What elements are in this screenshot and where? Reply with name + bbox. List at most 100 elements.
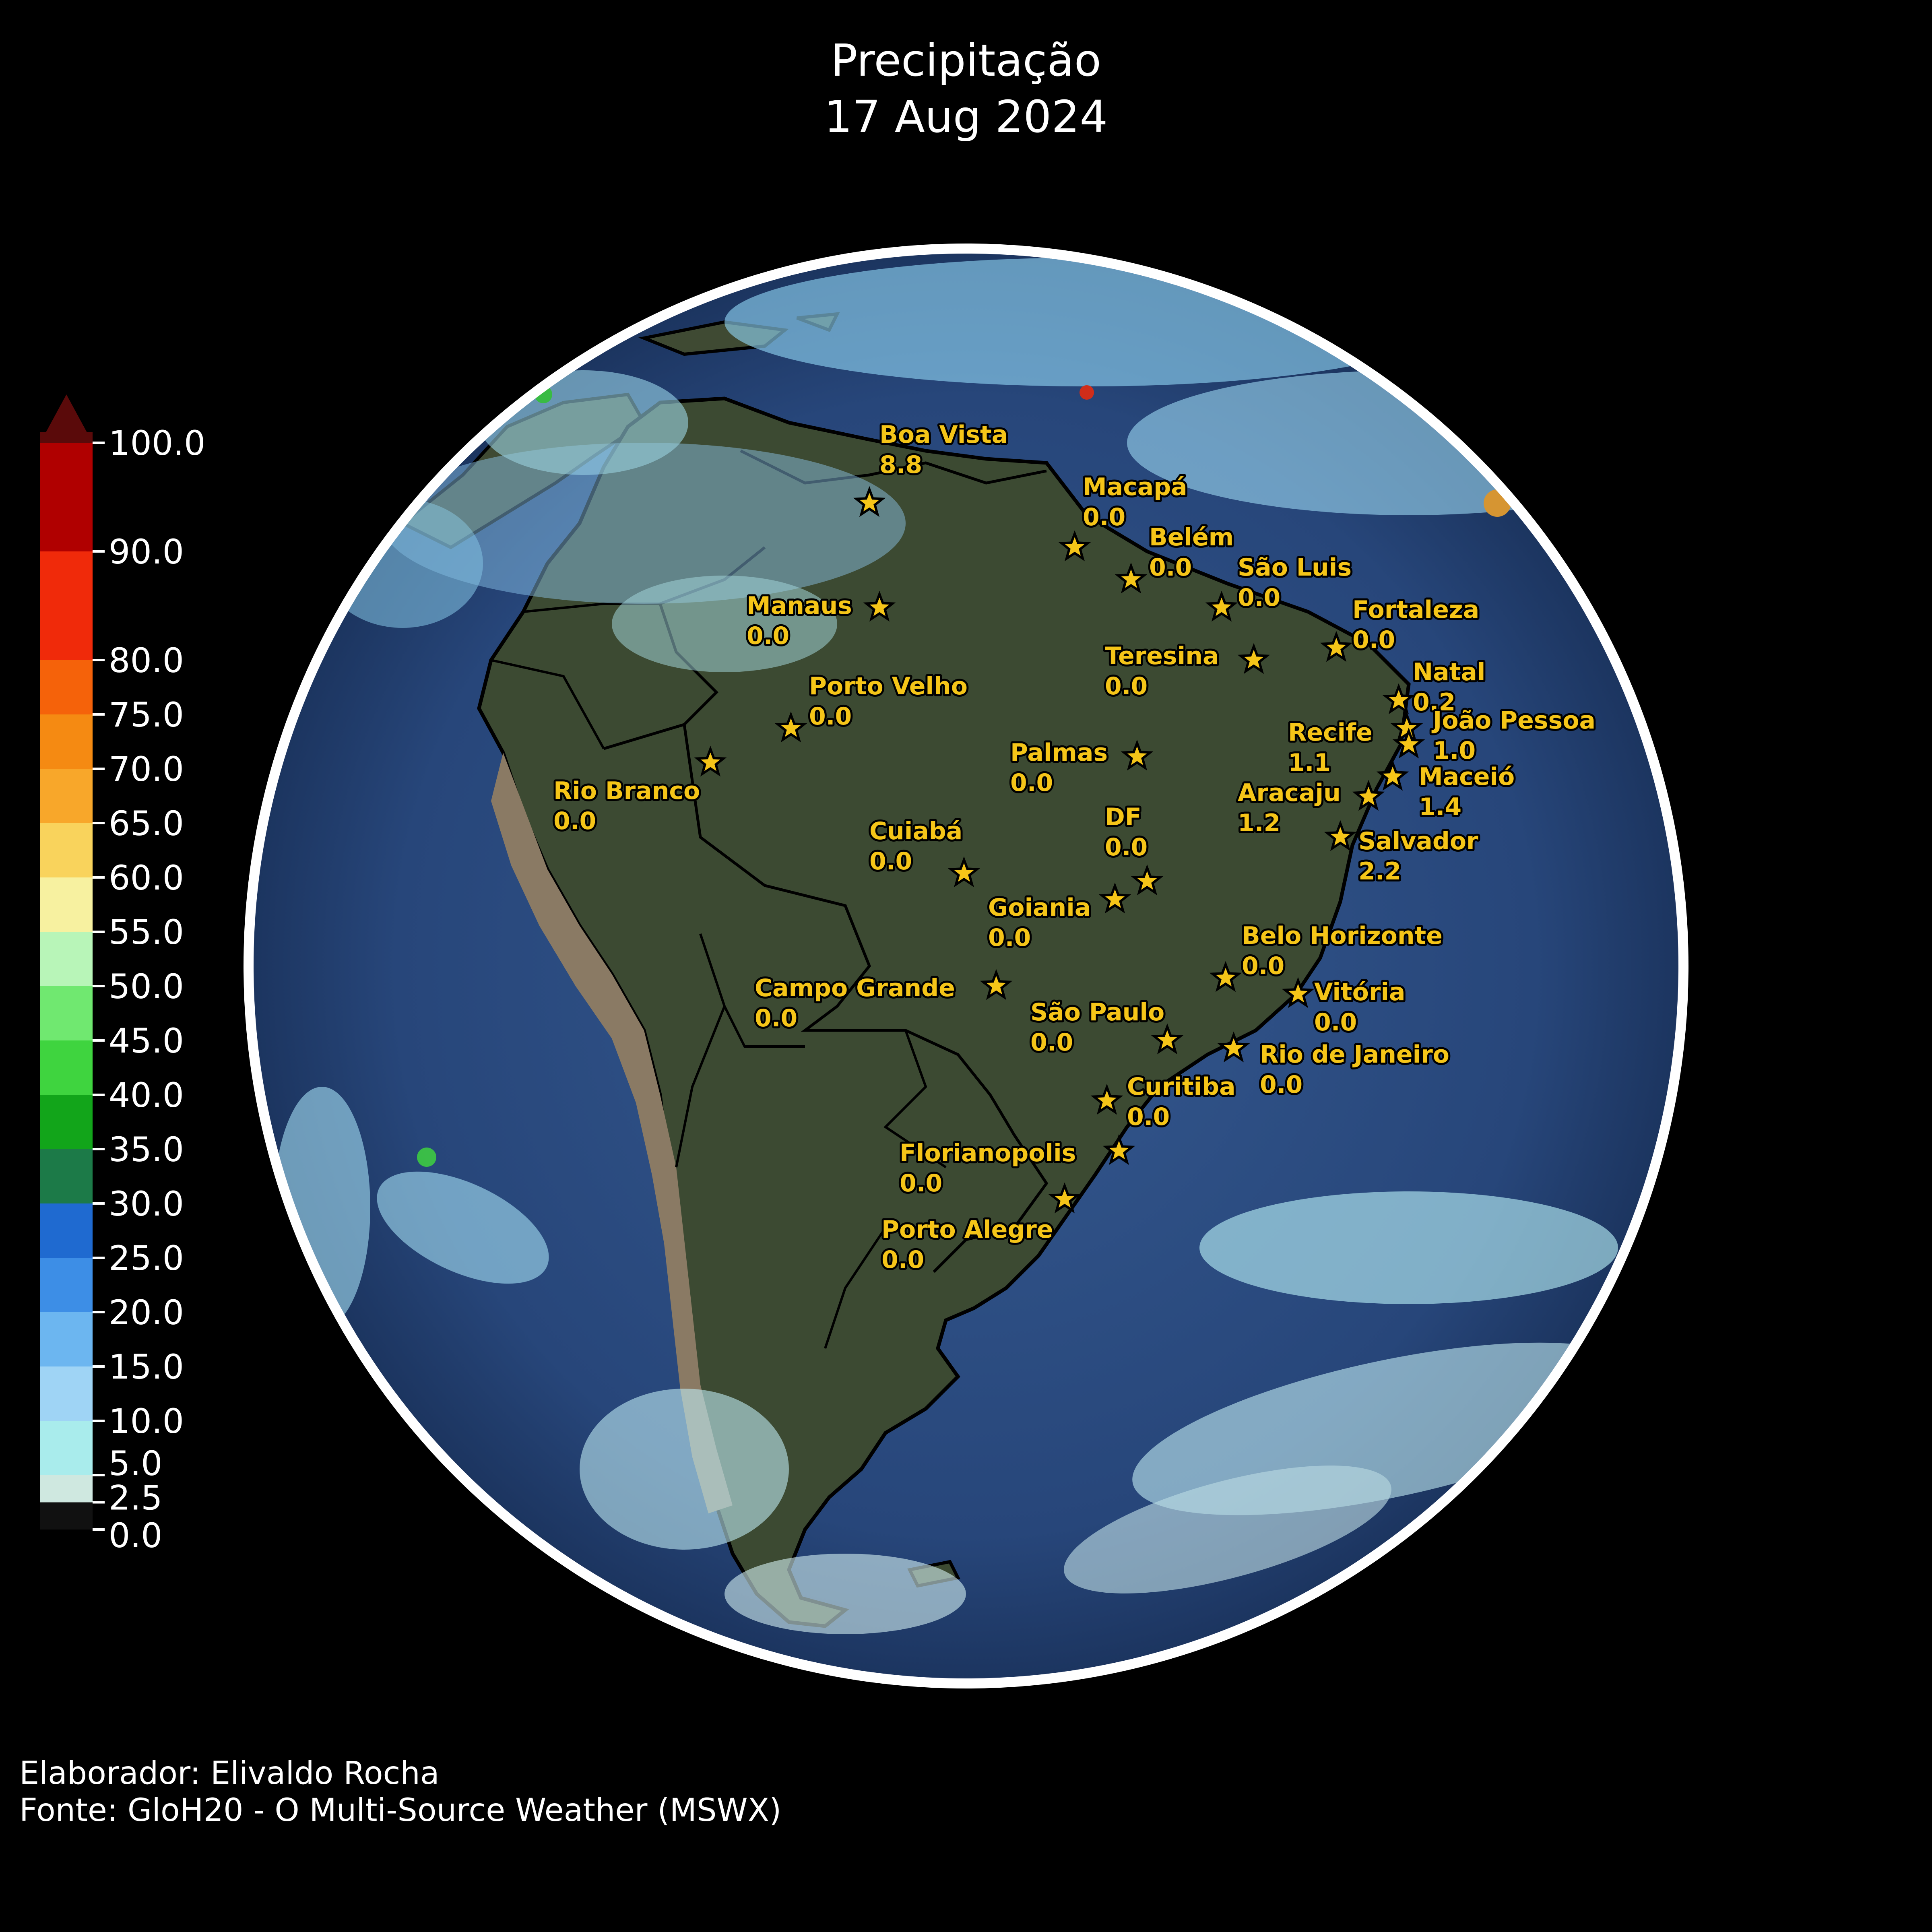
- andes-region: [491, 753, 733, 1513]
- map-title: Precipitação 17 Aug 2024: [0, 32, 1932, 145]
- precipitation-colorbar: 100.0 90.0 80.0 75.0 70.0 65.0 60.0 55.0 50.0 45.…: [40, 394, 205, 1555]
- colorbar-tick-label: 70.0: [109, 749, 184, 789]
- city-precip-value: 0.0: [1352, 626, 1395, 654]
- author-credit: Elaborador: Elivaldo Rocha: [19, 1755, 440, 1792]
- city-precip-value: 1.4: [1419, 793, 1461, 821]
- city-star-icon: [1382, 683, 1415, 714]
- city-star-icon: [947, 856, 980, 888]
- city-name-label: Cuiabá: [869, 817, 962, 845]
- colorbar-tick-label: 10.0: [109, 1402, 184, 1441]
- colorbar-tick-label: 30.0: [109, 1184, 184, 1224]
- colorbar-band: [40, 660, 93, 714]
- city-name-label: Vitória: [1314, 978, 1406, 1006]
- colorbar-tick-label: 35.0: [109, 1130, 184, 1169]
- city-star-icon: [1209, 961, 1242, 992]
- city-precip-value: 0.0: [1314, 1008, 1357, 1036]
- city-name-label: Curitiba: [1127, 1073, 1236, 1101]
- city-precip-value: 1.1: [1288, 749, 1331, 777]
- city-name-label: Recife: [1288, 718, 1373, 747]
- colorbar-band: [40, 1502, 93, 1530]
- city-precip-value: 0.0: [1127, 1103, 1170, 1131]
- colorbar-tick-label: 2.5: [109, 1478, 163, 1518]
- colorbar-band: [40, 1366, 93, 1421]
- city-name-label: DF: [1105, 803, 1141, 831]
- city-precip-value: 0.0: [1260, 1071, 1302, 1099]
- colorbar-band: [40, 823, 93, 877]
- colorbar-band: [40, 443, 93, 551]
- city-precip-value: 0.0: [1105, 672, 1148, 700]
- city-precip-value: 0.0: [1083, 503, 1125, 531]
- city-precip-value: 8.8: [879, 451, 922, 479]
- colorbar-tick-label: 5.0: [109, 1444, 163, 1483]
- colorbar-band: [40, 986, 93, 1040]
- colorbar-tick-label: 20.0: [109, 1293, 184, 1332]
- colorbar-band: [40, 1312, 93, 1366]
- colorbar-tick-label: 25.0: [109, 1238, 184, 1278]
- city-name-label: Rio Branco: [553, 777, 700, 805]
- credits: Elaborador: Elivaldo Rocha Fonte: GloH20…: [19, 1755, 781, 1829]
- colorbar-ticks: 100.0 90.0 80.0 75.0 70.0 65.0 60.0 55.0 50.0 45.…: [93, 423, 205, 1555]
- city-star-icon: [1131, 864, 1164, 896]
- colorbar-tick-label: 50.0: [109, 967, 184, 1006]
- colorbar-band: [40, 1095, 93, 1149]
- city-precip-value: 0.0: [1010, 769, 1053, 797]
- city-name-label: Florianopolis: [900, 1139, 1076, 1167]
- city-star-icon: [774, 711, 807, 743]
- city-star-icon: [1237, 643, 1270, 674]
- city-precip-value: 0.0: [1105, 833, 1148, 861]
- colorbar-tick-label: 75.0: [109, 695, 184, 735]
- colorbar-band: [40, 551, 93, 660]
- city-df: DF0.0: [1103, 801, 1164, 896]
- city-name-label: Natal: [1413, 658, 1485, 686]
- city-name-label: Palmas: [1010, 739, 1108, 767]
- colorbar-band: [40, 1040, 93, 1095]
- colorbar-tick-label: 55.0: [109, 912, 184, 952]
- city-name-label: Belo Horizonte: [1242, 922, 1443, 950]
- city-star-icon: [1205, 590, 1238, 622]
- title-date: 17 Aug 2024: [824, 91, 1108, 142]
- city-name-label: Belém: [1149, 523, 1234, 551]
- city-precip-value: 0.0: [1030, 1028, 1073, 1057]
- city-star-icon: [1352, 780, 1385, 811]
- city-name-label: Boa Vista: [879, 421, 1008, 449]
- city-star-icon: [1048, 1182, 1081, 1214]
- colorbar-tick-label: 60.0: [109, 858, 184, 898]
- colorbar-band: [40, 1421, 93, 1475]
- city-precip-value: 0.0: [553, 807, 596, 835]
- colorbar-band: [40, 714, 93, 769]
- city-star-icon: [980, 969, 1013, 1000]
- city-precip-value: 0.0: [1242, 952, 1284, 980]
- city-star-icon: [853, 486, 886, 517]
- city-name-label: Aracaju: [1238, 779, 1341, 807]
- title-variable: Precipitação: [830, 35, 1102, 86]
- colorbar-tick-label: 65.0: [109, 804, 184, 843]
- city-precip-value: 0.0: [1238, 584, 1280, 612]
- city-star-icon: [1115, 562, 1148, 594]
- other-borders: [491, 603, 947, 1349]
- city-star-icon: [1151, 1023, 1184, 1055]
- colorbar-band: [40, 932, 93, 986]
- colorbar-tick-label: 40.0: [109, 1075, 184, 1115]
- city-name-label: Porto Alegre: [881, 1216, 1053, 1244]
- city-precip-value: 2.2: [1358, 857, 1401, 886]
- city-star-icon: [1320, 631, 1353, 662]
- city-name-label: Rio de Janeiro: [1260, 1040, 1449, 1069]
- city-name-label: Campo Grande: [755, 974, 955, 1002]
- city-precip-value: 1.2: [1238, 809, 1280, 837]
- city-name-label: São Luis: [1238, 553, 1352, 582]
- city-star-icon: [1376, 760, 1409, 791]
- city-star-icon: [863, 590, 896, 622]
- city-name-label: João Pessoa: [1431, 706, 1596, 735]
- city-precip-value: 0.0: [1149, 553, 1192, 582]
- city-star-icon: [1121, 739, 1154, 771]
